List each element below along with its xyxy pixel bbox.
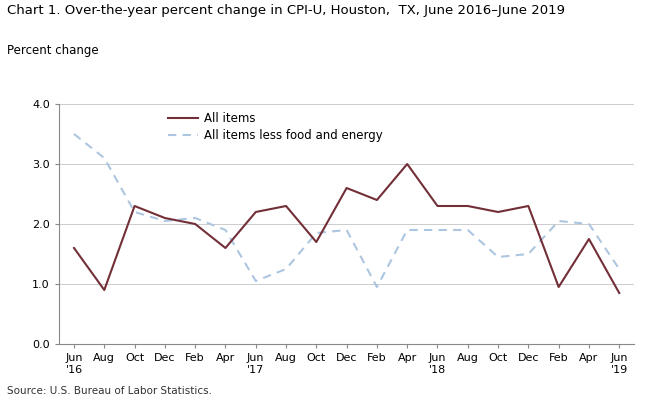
All items less food and energy: [191, 216, 199, 220]
All items less food and energy: [404, 228, 411, 232]
Text: Chart 1. Over-the-year percent change in CPI-U, Houston,  TX, June 2016–June 201: Chart 1. Over-the-year percent change in…: [7, 4, 564, 17]
All items less food and energy: [494, 255, 502, 260]
All items: [494, 210, 502, 214]
All items less food and energy: [161, 218, 169, 223]
Line: All items less food and energy: All items less food and energy: [74, 134, 619, 287]
All items less food and energy: [555, 218, 562, 223]
All items: [161, 216, 169, 220]
All items: [464, 204, 472, 208]
All items: [100, 288, 108, 292]
Legend: All items, All items less food and energy: All items, All items less food and energ…: [168, 112, 383, 142]
All items: [585, 236, 593, 241]
All items: [343, 186, 351, 190]
All items: [70, 246, 78, 250]
All items less food and energy: [131, 210, 139, 214]
All items: [404, 162, 411, 166]
All items less food and energy: [252, 278, 260, 283]
All items: [615, 290, 623, 295]
Text: Percent change: Percent change: [7, 44, 98, 57]
All items: [313, 240, 320, 244]
All items: [252, 210, 260, 214]
All items: [525, 204, 532, 208]
All items less food and energy: [464, 228, 472, 232]
All items less food and energy: [585, 222, 593, 226]
All items less food and energy: [615, 266, 623, 271]
All items: [222, 246, 230, 250]
Text: Source: U.S. Bureau of Labor Statistics.: Source: U.S. Bureau of Labor Statistics.: [7, 386, 211, 396]
All items less food and energy: [373, 285, 381, 290]
All items less food and energy: [70, 132, 78, 136]
Line: All items: All items: [74, 164, 619, 293]
All items less food and energy: [282, 266, 290, 271]
All items: [434, 204, 441, 208]
All items less food and energy: [434, 228, 441, 232]
All items less food and energy: [222, 228, 230, 232]
All items less food and energy: [313, 230, 320, 235]
All items: [555, 285, 562, 290]
All items: [131, 204, 139, 208]
All items: [191, 222, 199, 226]
All items: [282, 204, 290, 208]
All items less food and energy: [343, 228, 351, 232]
All items less food and energy: [525, 252, 532, 256]
All items less food and energy: [100, 156, 108, 160]
All items: [373, 198, 381, 202]
